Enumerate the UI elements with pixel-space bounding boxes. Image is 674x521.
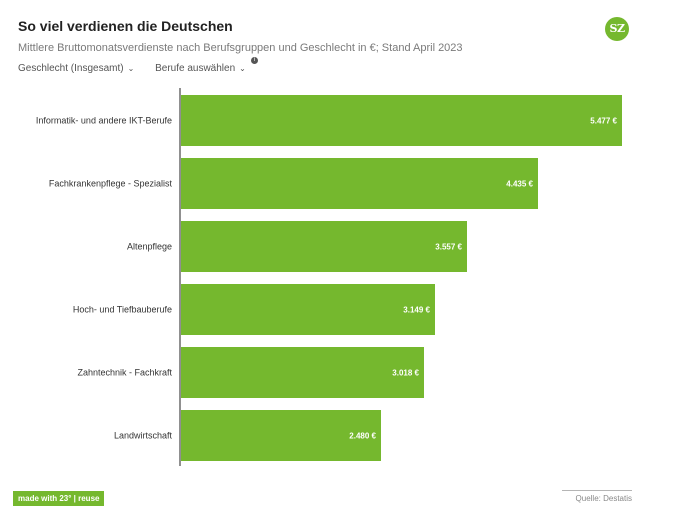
category-labels: Informatik- und andere IKT-Berufe Fachkra… [36, 116, 173, 441]
value-label: 4.435 € [506, 180, 533, 189]
chart-subtitle: Mittlere Bruttomonatsverdienste nach Ber… [18, 42, 463, 54]
value-label: 5.477 € [590, 117, 617, 126]
value-labels: 5.477 € 4.435 € 3.557 € 3.149 € 3.018 € 2.480… [349, 117, 617, 441]
category-label: Zahntechnik - Fachkraft [77, 368, 172, 378]
source-note: Quelle: Destatis [562, 490, 632, 503]
bar[interactable] [181, 95, 622, 146]
made-with-badge[interactable]: made with 23° | reuse [13, 491, 105, 506]
bar[interactable] [181, 347, 424, 398]
chart-title: So viel verdienen die Deutschen [18, 18, 233, 34]
jobs-dropdown[interactable]: Berufe auswählen ⌄ i [155, 57, 258, 74]
category-label: Altenpflege [127, 242, 172, 252]
bar[interactable] [181, 221, 467, 272]
bars [181, 95, 622, 461]
sz-logo: SZ [605, 17, 629, 41]
gender-dropdown-label: Geschlecht (Insgesamt) [18, 63, 124, 74]
bar[interactable] [181, 284, 435, 335]
category-label: Fachkrankenpflege - Spezialist [49, 179, 173, 189]
category-label: Informatik- und andere IKT-Berufe [36, 116, 172, 126]
info-icon[interactable]: i [250, 57, 258, 64]
gender-dropdown[interactable]: Geschlecht (Insgesamt) ⌄ [18, 63, 134, 74]
value-label: 2.480 € [349, 432, 376, 441]
jobs-dropdown-label: Berufe auswählen [155, 63, 236, 74]
value-label: 3.557 € [435, 243, 462, 252]
bar[interactable] [181, 410, 381, 461]
bar[interactable] [181, 158, 538, 209]
chevron-down-icon: ⌄ [239, 64, 246, 73]
value-label: 3.018 € [392, 369, 419, 378]
filter-controls: Geschlecht (Insgesamt) ⌄ Berufe auswählen… [18, 57, 264, 74]
value-label: 3.149 € [403, 306, 430, 315]
category-label: Landwirtschaft [114, 431, 173, 441]
category-label: Hoch- und Tiefbauberufe [73, 305, 172, 315]
chevron-down-icon: ⌄ [127, 64, 135, 73]
